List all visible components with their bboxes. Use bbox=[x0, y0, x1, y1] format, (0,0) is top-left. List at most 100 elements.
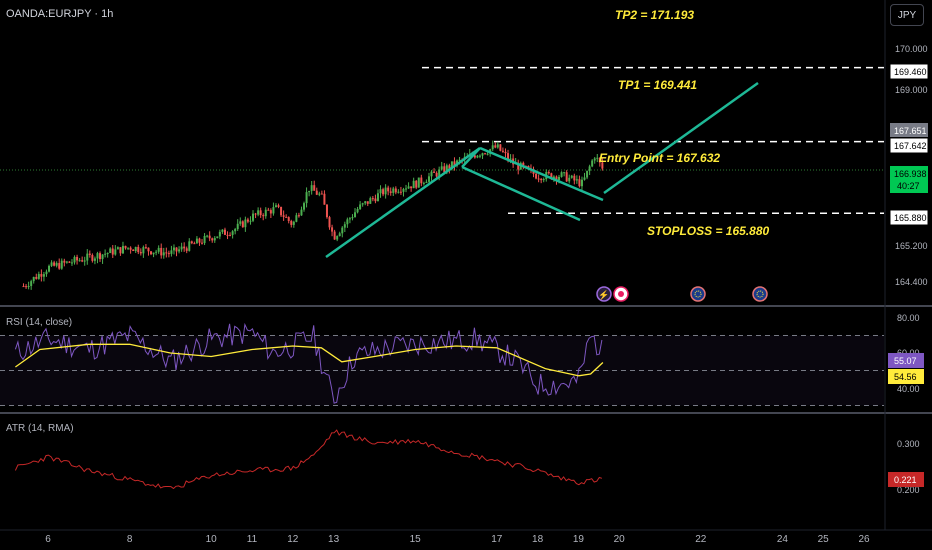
candle-body bbox=[45, 271, 48, 275]
candle-body bbox=[586, 170, 589, 178]
candle-body bbox=[552, 176, 555, 180]
event-icon-eu[interactable] bbox=[752, 286, 768, 302]
candle-body bbox=[402, 189, 405, 192]
candle-body bbox=[583, 177, 586, 180]
candle-body bbox=[37, 274, 40, 279]
candle-body bbox=[379, 189, 382, 194]
candle-body bbox=[481, 153, 484, 156]
time-tick: 18 bbox=[532, 534, 544, 545]
candle-body bbox=[147, 247, 150, 252]
candle-body bbox=[53, 262, 56, 266]
candle-body bbox=[193, 243, 196, 245]
candle-body bbox=[272, 207, 275, 214]
candle-body bbox=[417, 177, 420, 188]
candle-body bbox=[300, 209, 303, 216]
atr-tick: 0.300 bbox=[897, 439, 920, 449]
candle-body bbox=[50, 262, 53, 266]
rsi-ma-tag bbox=[888, 369, 924, 384]
candle-body bbox=[121, 245, 124, 254]
candle-body bbox=[491, 145, 494, 150]
time-tick: 22 bbox=[695, 534, 707, 545]
candle-body bbox=[318, 193, 321, 195]
candle-body bbox=[348, 218, 351, 220]
candle-body bbox=[282, 215, 285, 217]
candle-body bbox=[343, 224, 346, 228]
candle-body bbox=[180, 246, 183, 250]
candle-body bbox=[190, 241, 193, 244]
candle-body bbox=[297, 215, 300, 217]
rsi-value-tag bbox=[888, 353, 924, 368]
symbol-title: OANDA:EURJPY · 1h bbox=[6, 8, 114, 20]
event-icon-flag[interactable] bbox=[613, 286, 629, 302]
candle-body bbox=[578, 179, 581, 187]
svg-text:⚡: ⚡ bbox=[598, 289, 609, 301]
candle-body bbox=[338, 233, 341, 237]
candle-body bbox=[234, 229, 237, 232]
candle-body bbox=[170, 250, 173, 254]
candle-body bbox=[229, 234, 232, 236]
candle-body bbox=[25, 286, 28, 288]
candle-body bbox=[333, 231, 336, 240]
candle-body bbox=[354, 212, 357, 218]
candle-body bbox=[573, 175, 576, 181]
candle-body bbox=[496, 144, 499, 148]
candle-body bbox=[129, 247, 132, 250]
last-price-text: 166.938 bbox=[894, 169, 927, 179]
candle-body bbox=[537, 178, 540, 180]
candle-body bbox=[188, 241, 191, 251]
tp1-price-tag-text: 169.460 bbox=[894, 67, 927, 77]
price-tick: 170.000 bbox=[895, 44, 928, 54]
rsi-value-text: 55.07 bbox=[894, 356, 917, 366]
candle-body bbox=[68, 261, 71, 263]
candle-body bbox=[86, 253, 89, 261]
countdown-text: 40:27 bbox=[897, 181, 920, 191]
price-pane bbox=[0, 66, 884, 290]
candle-body bbox=[203, 235, 206, 244]
candle-body bbox=[198, 238, 201, 243]
candle-body bbox=[55, 263, 58, 266]
candle-body bbox=[267, 209, 270, 211]
event-icon-lightning[interactable]: ⚡ bbox=[596, 286, 612, 302]
candle-body bbox=[22, 286, 25, 288]
channel-upper-line bbox=[479, 146, 604, 202]
candle-body bbox=[535, 173, 538, 179]
candle-body bbox=[494, 145, 497, 148]
candle-body bbox=[440, 166, 443, 170]
candle-body bbox=[241, 221, 244, 228]
candle-body bbox=[397, 191, 400, 193]
candle-body bbox=[195, 238, 198, 244]
time-tick: 10 bbox=[206, 534, 218, 545]
atr-value-tag bbox=[888, 472, 924, 487]
candle-body bbox=[93, 258, 96, 261]
candle-body bbox=[292, 221, 295, 225]
candle-body bbox=[257, 210, 260, 215]
last-price-tag bbox=[890, 166, 928, 193]
event-icon-eu[interactable] bbox=[690, 286, 706, 302]
candle-body bbox=[175, 247, 178, 252]
price-tick: 165.200 bbox=[895, 241, 928, 251]
candle-body bbox=[114, 249, 117, 255]
candle-body bbox=[155, 251, 158, 253]
candle-body bbox=[172, 247, 175, 251]
currency-button[interactable]: JPY bbox=[890, 4, 924, 26]
price-tick: 164.400 bbox=[895, 277, 928, 287]
candle-body bbox=[568, 177, 571, 182]
entry-price-tag-text: 167.642 bbox=[894, 141, 927, 151]
candle-body bbox=[249, 220, 252, 222]
candle-body bbox=[99, 253, 102, 260]
candle-body bbox=[542, 179, 545, 181]
candle-body bbox=[341, 227, 344, 234]
candle-body bbox=[563, 172, 566, 174]
candle-body bbox=[32, 276, 35, 282]
candle-body bbox=[547, 172, 550, 174]
candle-body bbox=[236, 223, 239, 230]
candle-body bbox=[167, 253, 170, 255]
candle-body bbox=[410, 186, 413, 189]
candle-body bbox=[65, 261, 68, 263]
candle-body bbox=[325, 204, 328, 218]
candle-body bbox=[81, 260, 84, 262]
candle-body bbox=[42, 274, 45, 277]
candle-body bbox=[142, 247, 145, 254]
candle-body bbox=[450, 161, 453, 169]
